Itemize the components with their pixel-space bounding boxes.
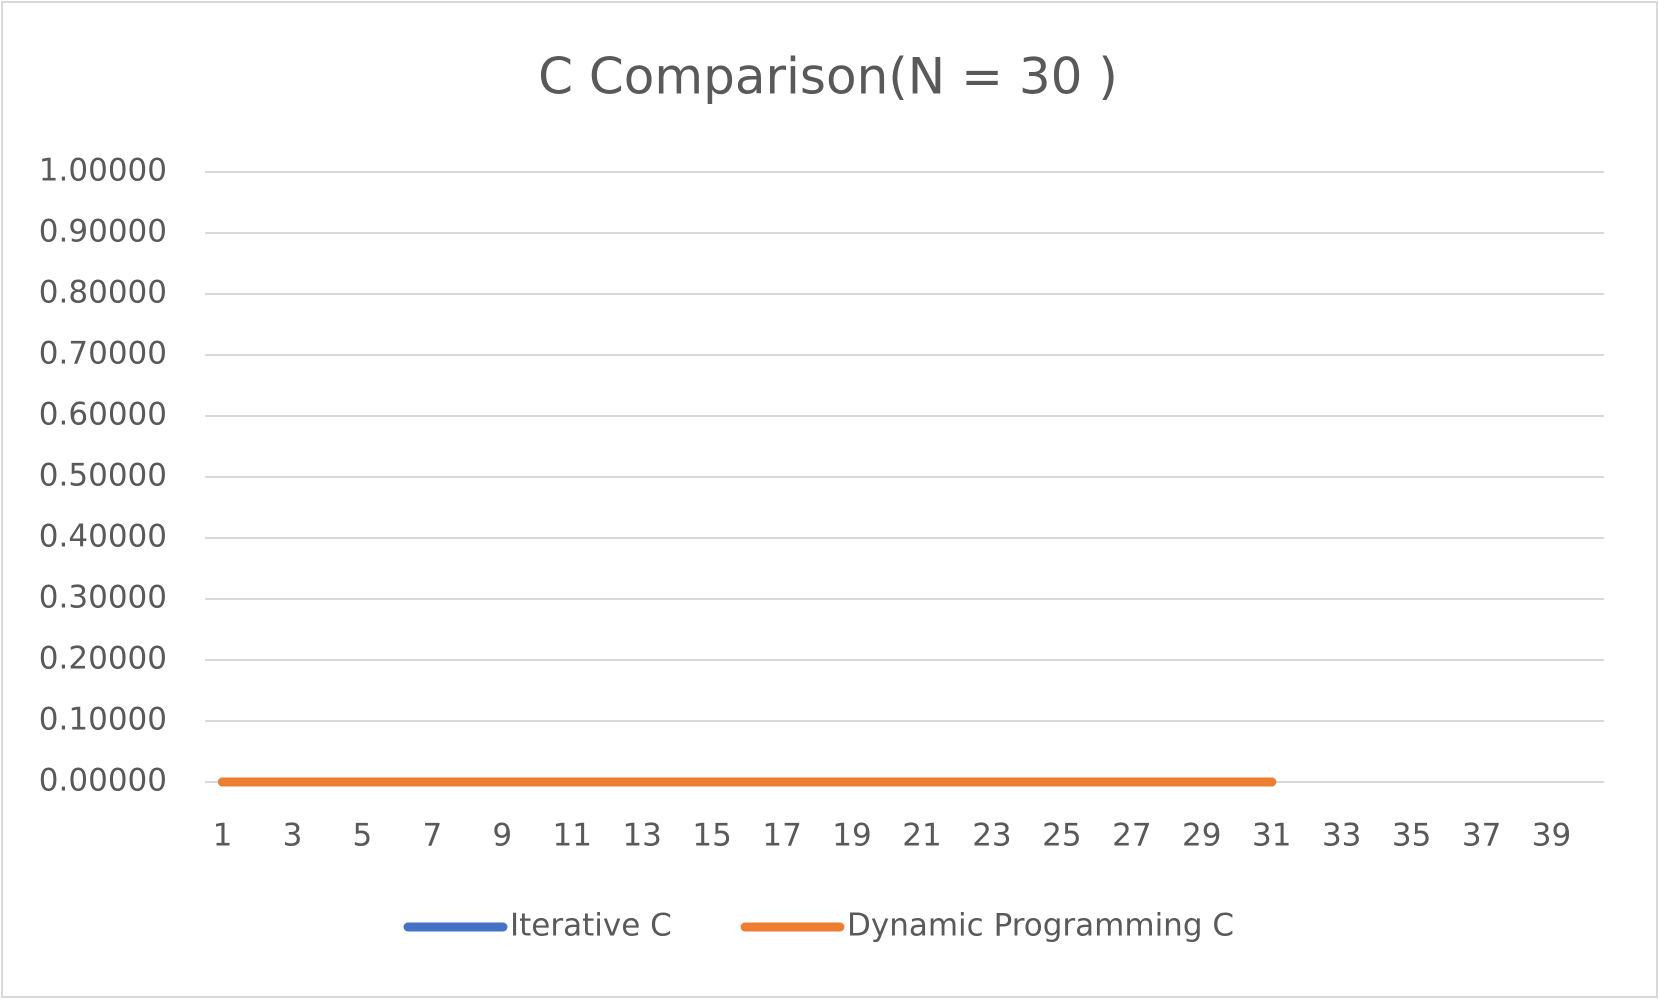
x-tick-label: 37: [1462, 818, 1501, 854]
y-tick-label: 0.80000: [39, 275, 167, 311]
x-tick-label: 7: [422, 818, 442, 854]
x-tick-label: 39: [1532, 818, 1571, 854]
x-tick-label: 17: [762, 818, 801, 854]
x-tick-label: 31: [1252, 818, 1291, 854]
x-tick-label: 19: [832, 818, 871, 854]
y-tick-label: 0.30000: [39, 580, 167, 616]
x-tick-label: 33: [1322, 818, 1361, 854]
y-tick-label: 0.00000: [39, 763, 167, 799]
x-tick-label: 3: [283, 818, 303, 854]
y-tick-label: 0.60000: [39, 397, 167, 433]
x-tick-label: 27: [1112, 818, 1151, 854]
x-tick-label: 13: [622, 818, 661, 854]
x-tick-label: 15: [692, 818, 731, 854]
y-tick-label: 0.40000: [39, 519, 167, 555]
x-tick-label: 1: [213, 818, 233, 854]
x-tick-label: 35: [1392, 818, 1431, 854]
x-tick-label: 25: [1042, 818, 1081, 854]
y-tick-label: 0.70000: [39, 336, 167, 372]
x-tick-label: 5: [353, 818, 373, 854]
chart-title: C Comparison(N = 30 ): [538, 48, 1118, 106]
y-tick-label: 0.20000: [39, 641, 167, 677]
x-tick-label: 9: [492, 818, 512, 854]
y-tick-label: 0.10000: [39, 702, 167, 738]
legend-label: Iterative C: [510, 908, 672, 944]
y-tick-label: 1.00000: [39, 153, 167, 189]
x-tick-label: 29: [1182, 818, 1221, 854]
legend-label: Dynamic Programming C: [847, 908, 1234, 944]
x-tick-label: 11: [553, 818, 592, 854]
y-tick-label: 0.50000: [39, 458, 167, 494]
x-tick-label: 23: [972, 818, 1011, 854]
x-tick-label: 21: [902, 818, 941, 854]
y-tick-label: 0.90000: [39, 214, 167, 250]
